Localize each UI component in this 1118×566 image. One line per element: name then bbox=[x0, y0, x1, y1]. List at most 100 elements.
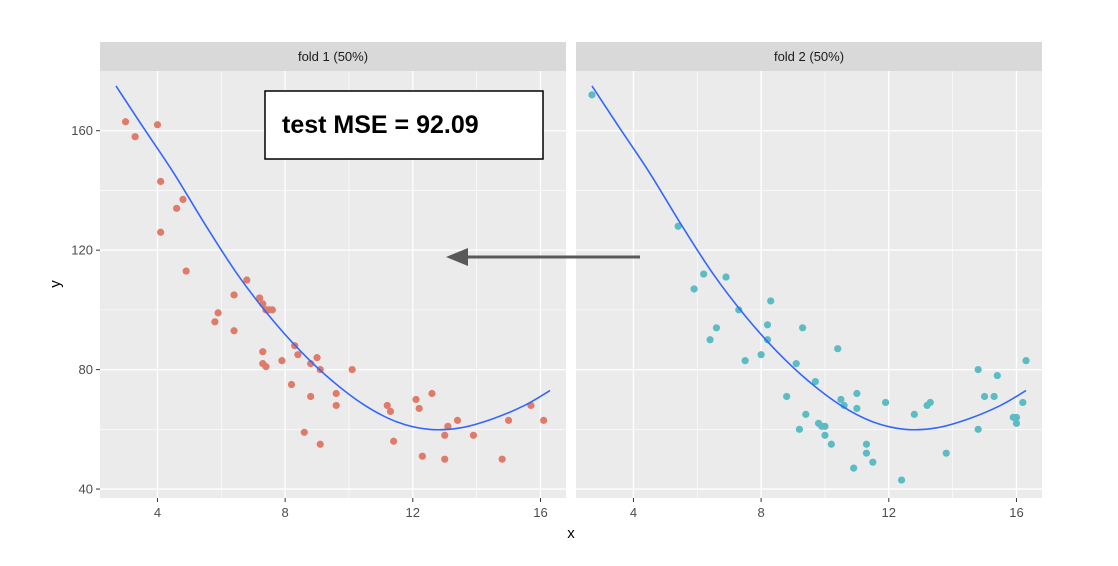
panel-background bbox=[576, 71, 1042, 498]
facet-strip-label: fold 1 (50%) bbox=[298, 49, 368, 64]
data-point bbox=[827, 440, 835, 448]
data-point bbox=[300, 428, 308, 436]
annotation-layer: test MSE = 92.09 bbox=[264, 90, 640, 266]
data-point bbox=[700, 270, 708, 278]
data-point bbox=[504, 416, 513, 424]
data-point bbox=[1019, 398, 1027, 407]
data-point bbox=[428, 389, 436, 398]
data-point bbox=[862, 440, 871, 448]
fit-curve bbox=[115, 85, 551, 431]
data-point bbox=[942, 449, 950, 457]
data-point bbox=[783, 392, 791, 401]
arrow-head bbox=[446, 248, 468, 266]
data-point bbox=[179, 195, 187, 203]
data-point bbox=[230, 291, 238, 299]
data-point bbox=[307, 360, 315, 368]
data-point bbox=[853, 404, 861, 413]
data-point bbox=[173, 204, 181, 212]
data-point bbox=[1022, 357, 1030, 365]
panels-layer: fold 1 (50%) 4 8 12 16 40 80 120 160 fold 2 (50%)… bbox=[71, 42, 1042, 520]
data-point bbox=[802, 410, 810, 418]
data-point bbox=[390, 437, 398, 445]
data-point bbox=[767, 297, 775, 305]
data-point bbox=[799, 324, 807, 332]
data-point bbox=[453, 416, 462, 424]
data-point bbox=[469, 431, 478, 439]
data-point bbox=[980, 392, 989, 401]
data-point bbox=[278, 357, 286, 365]
data-point bbox=[121, 118, 130, 126]
x-tick-label: 4 bbox=[154, 505, 161, 520]
data-point bbox=[131, 133, 139, 141]
data-point bbox=[674, 222, 682, 230]
data-point bbox=[1012, 419, 1021, 427]
data-point bbox=[757, 351, 765, 359]
data-point bbox=[268, 306, 276, 314]
data-point bbox=[255, 294, 264, 302]
facet-strip-label: fold 2 (50%) bbox=[774, 49, 844, 64]
data-point bbox=[182, 267, 190, 275]
data-point bbox=[850, 464, 858, 472]
x-tick-label: 12 bbox=[406, 505, 420, 520]
data-point bbox=[153, 121, 162, 129]
data-point bbox=[294, 351, 302, 359]
x-tick-label: 16 bbox=[1009, 505, 1023, 520]
data-point bbox=[540, 416, 548, 424]
data-point bbox=[882, 398, 890, 407]
data-point bbox=[910, 410, 918, 418]
data-point bbox=[441, 455, 449, 463]
data-point bbox=[821, 431, 829, 439]
data-point bbox=[811, 377, 819, 386]
data-point bbox=[974, 366, 982, 374]
data-point bbox=[1012, 413, 1021, 421]
data-point bbox=[211, 318, 219, 326]
annotation-box bbox=[264, 90, 544, 160]
data-point bbox=[993, 371, 1001, 380]
data-point bbox=[348, 366, 356, 374]
data-point bbox=[763, 336, 772, 344]
data-point bbox=[412, 395, 420, 404]
data-point bbox=[214, 309, 222, 317]
data-point bbox=[316, 440, 324, 448]
data-point bbox=[313, 354, 321, 362]
y-axis-title: y bbox=[47, 280, 64, 288]
data-point bbox=[712, 324, 721, 332]
x-tick-label: 12 bbox=[882, 505, 896, 520]
data-point bbox=[307, 392, 315, 401]
data-point bbox=[690, 285, 698, 293]
data-point bbox=[441, 431, 449, 439]
data-point bbox=[821, 422, 829, 430]
data-point bbox=[418, 452, 426, 460]
data-point bbox=[262, 363, 270, 371]
fit-curve bbox=[591, 85, 1027, 431]
data-point bbox=[230, 327, 238, 335]
data-point bbox=[383, 401, 391, 410]
x-tick-label: 8 bbox=[758, 505, 765, 520]
y-tick-label: 160 bbox=[71, 123, 93, 138]
data-point bbox=[259, 348, 267, 356]
data-point bbox=[287, 380, 296, 389]
data-point bbox=[792, 360, 800, 368]
panel-2: fold 2 (50%) 4 8 12 16 bbox=[576, 42, 1042, 520]
x-tick-label: 8 bbox=[282, 505, 289, 520]
x-tick-label: 4 bbox=[630, 505, 637, 520]
data-point bbox=[795, 425, 804, 433]
data-point bbox=[588, 91, 596, 99]
facet-strip bbox=[100, 42, 566, 71]
data-point bbox=[722, 273, 730, 281]
data-point bbox=[386, 407, 395, 416]
y-tick-label: 120 bbox=[71, 243, 93, 258]
data-point bbox=[415, 404, 423, 413]
data-point bbox=[157, 177, 165, 186]
y-tick-label: 80 bbox=[79, 362, 93, 377]
x-tick-label: 16 bbox=[533, 505, 547, 520]
data-point bbox=[990, 392, 998, 401]
data-point bbox=[332, 401, 340, 410]
data-point bbox=[498, 455, 506, 463]
data-point bbox=[862, 449, 871, 457]
data-point bbox=[869, 458, 877, 466]
data-point bbox=[157, 228, 165, 236]
data-point bbox=[834, 345, 842, 353]
facet-strip bbox=[576, 42, 1042, 71]
y-tick-label: 40 bbox=[79, 482, 93, 497]
